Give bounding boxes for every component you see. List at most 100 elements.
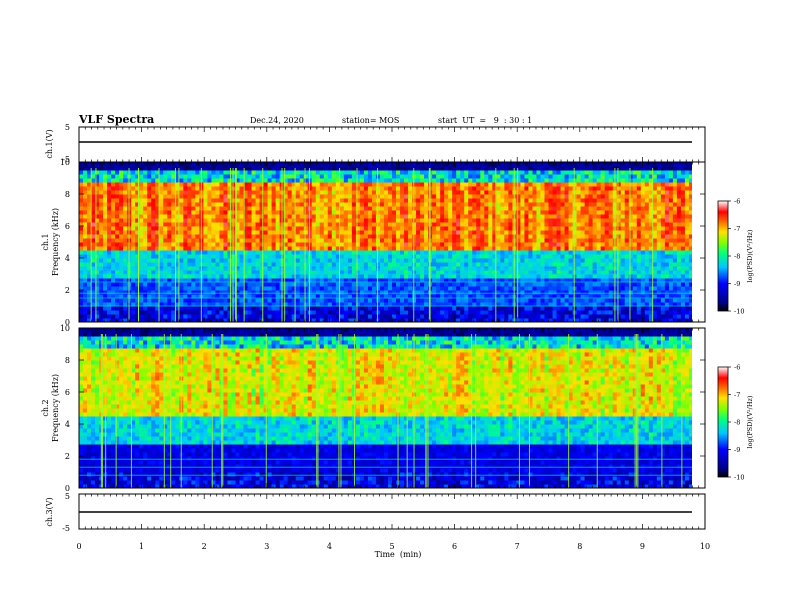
spectrogram-cell — [484, 310, 489, 315]
spectrogram-cell — [247, 234, 253, 239]
spectrogram-cell — [151, 298, 156, 303]
spectrogram-cell — [267, 218, 273, 223]
spectrogram-cell — [400, 226, 405, 231]
spectrogram-cell — [219, 174, 224, 179]
spectrogram-cell — [151, 286, 156, 291]
spectrogram-cell — [464, 162, 469, 167]
spectrogram-cell — [504, 246, 509, 251]
spectrogram-cell — [508, 222, 513, 227]
spectrogram-cell — [335, 318, 341, 323]
spectrogram-cell — [167, 310, 172, 315]
spectrogram-cell — [452, 270, 457, 275]
spectrogram-cell — [231, 166, 236, 171]
spectrogram-cell — [560, 270, 566, 275]
spectrogram-cell — [412, 222, 417, 227]
spectrogram-cell — [223, 270, 228, 275]
spectrogram-cell — [307, 214, 313, 219]
spectrogram-cell — [115, 294, 120, 299]
spectrogram-cell — [347, 238, 353, 243]
spectrogram-cell — [215, 278, 220, 283]
spectrogram-cell — [275, 294, 281, 299]
spectrogram-cell — [239, 174, 245, 179]
spectrogram-cell — [327, 242, 333, 247]
spectrogram-cell — [371, 222, 377, 227]
spectrogram-cell — [528, 198, 533, 203]
spectrogram-cell — [115, 250, 120, 255]
spectrogram-cell — [480, 162, 485, 167]
spectrogram-cell — [568, 170, 574, 175]
spectrogram-cell — [247, 306, 253, 311]
spectrogram-cell — [355, 278, 361, 283]
spectrogram-cell — [548, 302, 554, 307]
spectrogram-cell — [436, 258, 441, 263]
spectrogram-cell — [211, 310, 216, 315]
spectrogram-cell — [155, 174, 160, 179]
spectrogram-cell — [115, 282, 120, 287]
spectrogram-cell — [387, 278, 393, 283]
spectrogram-cell — [456, 290, 461, 295]
spectrogram-cell — [416, 218, 421, 223]
spectrogram-cell — [452, 234, 457, 239]
spectrogram-cell — [135, 250, 140, 255]
spectrogram-cell — [476, 242, 481, 247]
spectrogram-cell — [235, 270, 241, 275]
spectrogram-cell — [568, 286, 574, 291]
spectrogram-cell — [155, 230, 160, 235]
spectrogram-cell — [432, 234, 437, 239]
spectrogram-cell — [311, 258, 317, 263]
spectrogram-cell — [223, 198, 228, 203]
spectrogram-cell — [287, 282, 293, 287]
spectrogram-cell — [175, 238, 180, 243]
spectrogram-cell — [203, 234, 208, 239]
spectrogram-cell — [91, 242, 96, 247]
spectrogram-cell — [464, 210, 469, 215]
spectrogram-cell — [251, 314, 257, 319]
spectrogram-cell — [392, 290, 397, 295]
spectrogram-cell — [235, 238, 241, 243]
spectrogram-cell — [227, 234, 232, 239]
spectrogram-cell — [215, 270, 220, 275]
spectrogram-cell — [263, 314, 269, 319]
spectrogram-cell — [420, 182, 425, 187]
spectrogram-cell — [215, 318, 220, 323]
spectrogram-cell — [263, 186, 269, 191]
spectrogram-cell — [335, 310, 341, 315]
spectrogram-cell — [524, 286, 529, 291]
spectrogram-cell — [143, 226, 148, 231]
spectrogram-cell — [219, 294, 224, 299]
spectrogram-cell — [351, 222, 357, 227]
spectrogram-cell — [392, 174, 397, 179]
spectrogram-cell — [488, 190, 493, 195]
spectrogram-cell — [432, 214, 437, 219]
spectrogram-cell — [83, 182, 88, 187]
spectrogram-cell — [464, 302, 469, 307]
spectrogram-cell — [295, 286, 301, 291]
spectrogram-cell — [103, 174, 108, 179]
spectrogram-cell — [564, 162, 570, 167]
spectrogram-cell — [480, 166, 485, 171]
spectrogram-cell — [560, 278, 566, 283]
spectrogram-cell — [520, 238, 525, 243]
spectrogram-cell — [247, 294, 253, 299]
spectrogram-cell — [227, 242, 232, 247]
spectrogram-cell — [95, 238, 100, 243]
spectrogram-cell — [472, 234, 477, 239]
spectrogram-cell — [99, 262, 104, 267]
spectrogram-cell — [259, 286, 265, 291]
spectrogram-cell — [416, 298, 421, 303]
spectrogram-cell — [504, 314, 509, 319]
spectrogram-cell — [143, 274, 148, 279]
spectrogram-cell — [103, 258, 108, 263]
spectrogram-cell — [203, 202, 208, 207]
spectrogram-cell — [383, 258, 389, 263]
spectrogram-cell — [420, 170, 425, 175]
spectrogram-cell — [211, 258, 216, 263]
spectrogram-cell — [375, 278, 381, 283]
spectrogram-cell — [544, 306, 549, 311]
spectrogram-cell — [424, 310, 429, 315]
spectrogram-cell — [536, 318, 541, 323]
spectrogram-cell — [291, 194, 297, 199]
spectrogram-cell — [163, 214, 168, 219]
spectrogram-cell — [299, 266, 305, 271]
